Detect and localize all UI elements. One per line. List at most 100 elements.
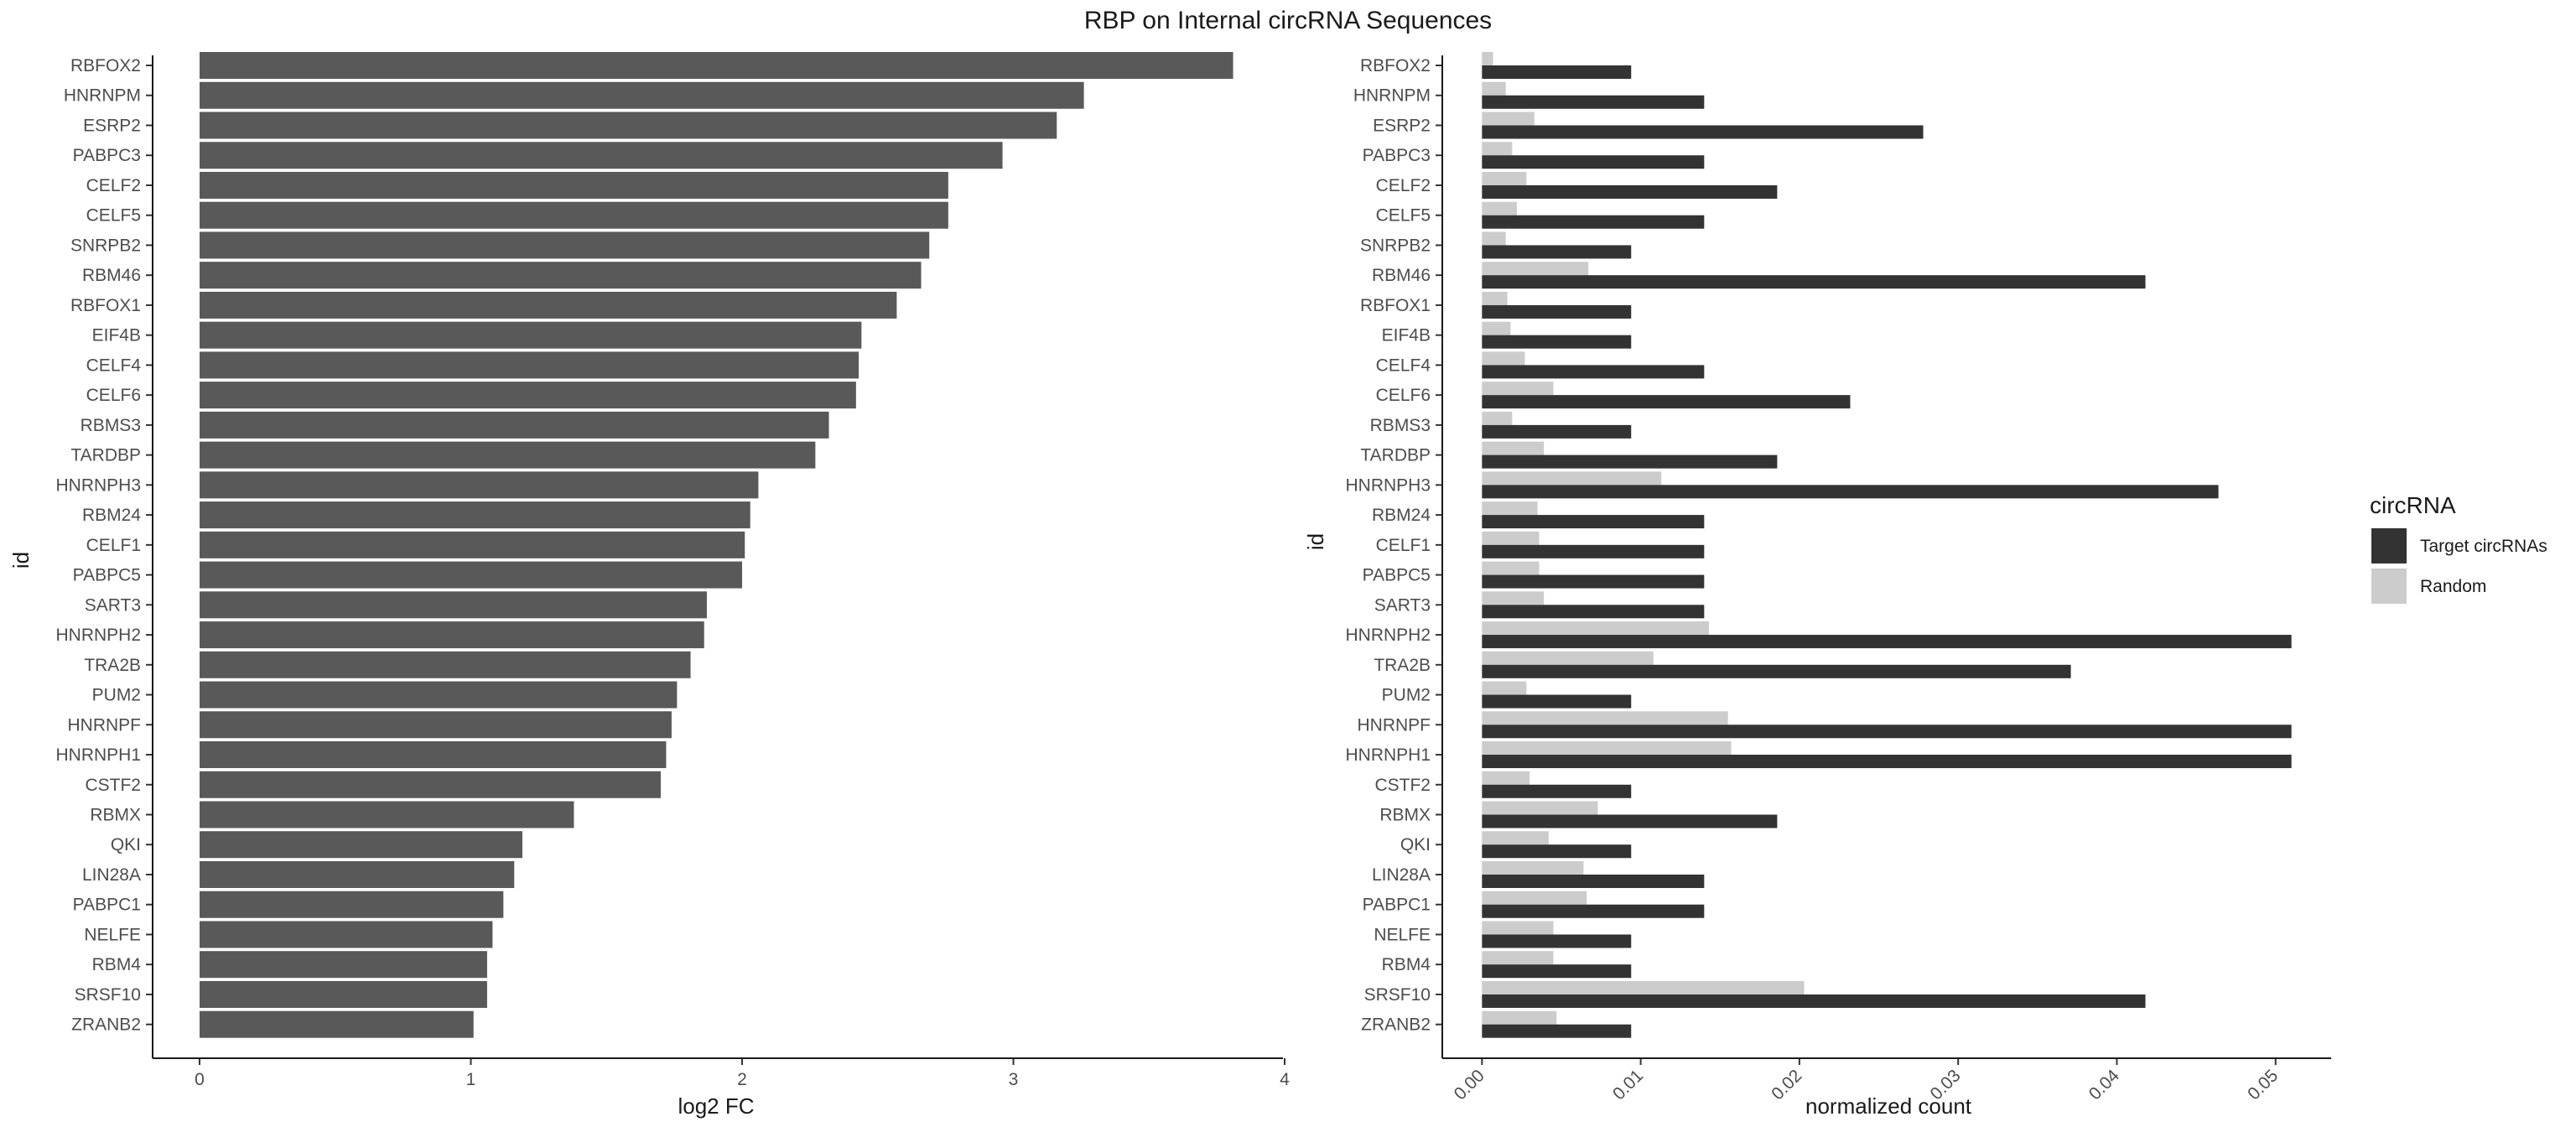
y-tick-label-celf1: CELF1 — [86, 536, 141, 555]
y-tick-label-rbm46: RBM46 — [82, 266, 141, 285]
y-tick-label-rbfox1: RBFOX1 — [1360, 296, 1431, 315]
legend-title: circRNA — [2370, 492, 2456, 518]
y-tick-label-qki: QKI — [1400, 835, 1431, 854]
bar-random-lin28a — [1482, 860, 1584, 875]
bar-target-lin28a — [1482, 874, 1705, 888]
y-tick-label-celf6: CELF6 — [1376, 386, 1431, 405]
right-x-axis-title: normalized count — [1805, 1093, 1972, 1119]
bar-random-hnrnph3 — [1482, 471, 1662, 486]
bar-target-esrp2 — [1482, 125, 1924, 139]
bar-pabpc5 — [200, 561, 742, 589]
bar-random-celf2 — [1482, 171, 1527, 185]
y-tick-label-hnrnph1: HNRNPH1 — [1345, 745, 1431, 765]
bar-random-rbms3 — [1482, 411, 1513, 425]
y-tick-label-cstf2: CSTF2 — [1374, 776, 1431, 795]
x-tick-label-0-02: 0.02 — [1768, 1066, 1805, 1104]
left-x-axis-title: log2 FC — [678, 1093, 754, 1119]
bar-lin28a — [200, 860, 515, 888]
bar-rbm46 — [200, 262, 922, 289]
bar-random-esrp2 — [1482, 112, 1535, 126]
y-tick-label-pum2: PUM2 — [92, 686, 141, 705]
x-tick-label-2: 2 — [737, 1070, 747, 1089]
y-tick-label-sart3: SART3 — [85, 595, 141, 615]
bar-random-rbm46 — [1482, 262, 1589, 276]
bar-random-nelfe — [1482, 921, 1554, 935]
legend-label-target: Target circRNAs — [2420, 537, 2547, 556]
bar-random-pum2 — [1482, 681, 1527, 695]
bar-target-srsf10 — [1482, 994, 2146, 1008]
y-tick-label-pabpc1: PABPC1 — [1363, 896, 1431, 915]
bar-random-sart3 — [1482, 591, 1545, 605]
legend-key-target — [2371, 528, 2407, 564]
y-tick-label-celf6: CELF6 — [86, 386, 141, 405]
bar-target-pabpc5 — [1482, 574, 1705, 589]
bar-target-qki — [1482, 844, 1632, 859]
y-tick-label-lin28a: LIN28A — [82, 865, 141, 885]
bar-target-hnrnph3 — [1482, 485, 2219, 499]
bar-target-sart3 — [1482, 605, 1705, 619]
y-tick-label-nelfe: NELFE — [84, 925, 141, 944]
y-tick-label-hnrnph1: HNRNPH1 — [55, 745, 141, 765]
bar-random-celf1 — [1482, 531, 1540, 545]
y-tick-label-rbm4: RBM4 — [1382, 955, 1431, 974]
y-tick-label-pabpc5: PABPC5 — [1363, 566, 1431, 585]
y-tick-label-rbms3: RBMS3 — [80, 416, 141, 435]
y-tick-label-celf5: CELF5 — [1376, 206, 1431, 226]
left-y-axis-title: id — [8, 552, 34, 569]
x-tick-label-0-00: 0.00 — [1451, 1066, 1488, 1104]
bar-target-nelfe — [1482, 934, 1632, 948]
bar-target-rbfox2 — [1482, 65, 1632, 79]
bar-target-rbfox1 — [1482, 304, 1632, 319]
y-tick-label-tardbp: TARDBP — [70, 446, 141, 465]
x-tick-label-0-01: 0.01 — [1609, 1066, 1647, 1104]
right-y-tick-labels: RBFOX2 HNRNPM ESRP2 PABPC3 CELF2 CELF5 SNRPB2 R… — [1345, 56, 1442, 1035]
y-tick-label-celf5: CELF5 — [86, 206, 141, 226]
bar-target-rbm24 — [1482, 515, 1705, 529]
left-bars — [200, 52, 1233, 1038]
bar-random-pabpc3 — [1482, 142, 1513, 156]
y-tick-label-rbmx: RBMX — [90, 806, 141, 825]
y-tick-label-pabpc1: PABPC1 — [73, 896, 141, 915]
bar-celf2 — [200, 171, 948, 199]
y-tick-label-snrpb2: SNRPB2 — [1360, 236, 1431, 255]
y-tick-label-esrp2: ESRP2 — [1373, 116, 1431, 135]
bar-random-pabpc1 — [1482, 891, 1587, 905]
y-tick-label-rbms3: RBMS3 — [1370, 416, 1431, 435]
right-bars — [1482, 52, 2292, 1038]
bar-random-hnrnph1 — [1482, 741, 1732, 756]
bar-random-srsf10 — [1482, 980, 1805, 995]
y-tick-label-zranb2: ZRANB2 — [71, 1015, 141, 1035]
bar-cstf2 — [200, 771, 661, 798]
y-tick-label-hnrnpf: HNRNPF — [1358, 715, 1431, 735]
bar-target-zranb2 — [1482, 1024, 1632, 1038]
bar-random-hnrnpf — [1482, 711, 1728, 725]
bar-random-qki — [1482, 831, 1549, 845]
bar-hnrnph2 — [200, 621, 704, 649]
right-y-axis-title: id — [1303, 533, 1328, 550]
y-tick-label-pabpc3: PABPC3 — [1363, 146, 1431, 165]
bar-target-hnrnpf — [1482, 724, 2292, 739]
bar-pabpc1 — [200, 891, 504, 918]
y-tick-label-eif4b: EIF4B — [1382, 326, 1431, 345]
bar-rbms3 — [200, 411, 829, 439]
bar-target-hnrnph1 — [1482, 755, 2292, 769]
bar-qki — [200, 831, 522, 859]
bar-random-snrpb2 — [1482, 231, 1506, 246]
y-tick-label-hnrnph3: HNRNPH3 — [55, 475, 141, 495]
y-tick-label-zranb2: ZRANB2 — [1361, 1015, 1431, 1035]
bar-rbmx — [200, 801, 574, 828]
bar-random-tardbp — [1482, 441, 1545, 455]
bar-celf6 — [200, 382, 856, 409]
bar-target-rbm4 — [1482, 964, 1632, 979]
bar-target-celf1 — [1482, 544, 1705, 558]
y-tick-label-tra2b: TRA2B — [1374, 656, 1431, 675]
bar-tra2b — [200, 651, 691, 678]
bar-target-celf4 — [1482, 365, 1705, 379]
bar-random-rbfox2 — [1482, 52, 1493, 65]
legend-key-random — [2371, 569, 2407, 604]
y-tick-label-celf4: CELF4 — [86, 356, 142, 375]
y-tick-label-nelfe: NELFE — [1374, 925, 1431, 944]
y-tick-label-snrpb2: SNRPB2 — [70, 236, 141, 255]
y-tick-label-srsf10: SRSF10 — [75, 985, 141, 1005]
